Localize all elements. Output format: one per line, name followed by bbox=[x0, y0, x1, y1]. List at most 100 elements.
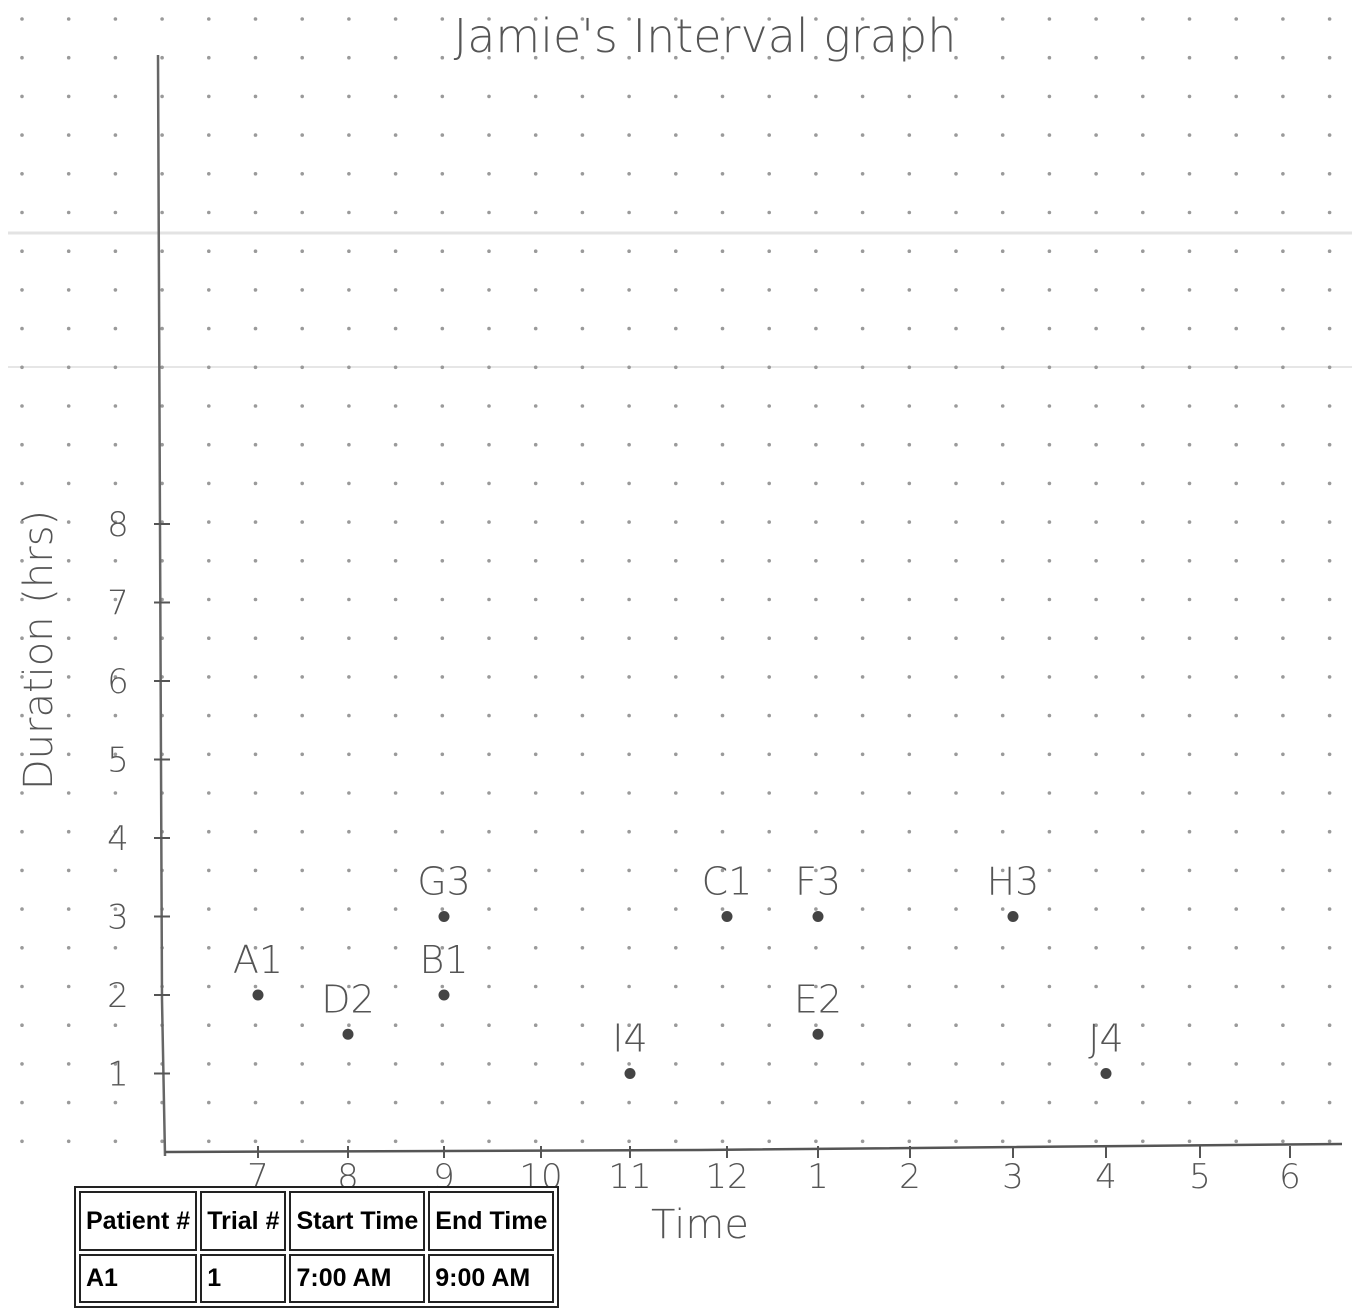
y-tick-label: 3 bbox=[107, 898, 129, 938]
grid-dot bbox=[347, 1139, 351, 1144]
grid-dot bbox=[674, 1139, 678, 1144]
grid-dot bbox=[300, 326, 305, 331]
grid-dot bbox=[253, 55, 258, 60]
grid-dot bbox=[674, 636, 678, 640]
grid-dot bbox=[20, 791, 24, 795]
grid-dot bbox=[533, 946, 538, 950]
grid-dot bbox=[767, 946, 771, 950]
grid-dot bbox=[207, 907, 211, 911]
grid-dot bbox=[20, 597, 24, 602]
grid-dot bbox=[66, 1062, 71, 1066]
grid-dot bbox=[1281, 791, 1285, 795]
grid-dot bbox=[674, 404, 678, 408]
grid-dot bbox=[674, 1100, 678, 1105]
grid-dot bbox=[160, 481, 164, 486]
grid-dot bbox=[1047, 1023, 1052, 1027]
grid-dot bbox=[487, 404, 491, 408]
grid-dot bbox=[674, 946, 678, 950]
grid-dot bbox=[907, 442, 912, 447]
grid-dot bbox=[440, 752, 445, 757]
grid-dot bbox=[160, 249, 164, 253]
grid-dot bbox=[440, 365, 445, 370]
grid-dot bbox=[66, 442, 71, 447]
grid-dot bbox=[300, 249, 305, 253]
grid-dot bbox=[674, 172, 678, 176]
grid-dot bbox=[1094, 17, 1098, 21]
grid-dot bbox=[580, 288, 585, 292]
data-point bbox=[812, 911, 824, 922]
grid-dot bbox=[954, 752, 958, 757]
grid-dot bbox=[1281, 172, 1285, 176]
grid-dot bbox=[1094, 1062, 1098, 1066]
grid-dot bbox=[1234, 249, 1238, 253]
grid-dot bbox=[300, 17, 305, 21]
y-tick-label: 7 bbox=[107, 584, 129, 624]
grid-dot bbox=[1234, 404, 1238, 408]
grid-dot bbox=[907, 365, 912, 370]
grid-dot bbox=[767, 520, 771, 524]
grid-dot bbox=[1047, 404, 1052, 408]
grid-dot bbox=[1281, 675, 1285, 679]
grid-dot bbox=[1327, 17, 1332, 21]
grid-dot bbox=[1281, 752, 1285, 757]
grid-dot bbox=[1141, 442, 1145, 447]
grid-dot bbox=[1047, 829, 1052, 834]
grid-dot bbox=[720, 1062, 725, 1066]
grid-dot bbox=[720, 1100, 725, 1105]
grid-dot bbox=[674, 210, 678, 215]
grid-dot bbox=[627, 829, 631, 834]
grid-dot bbox=[720, 404, 725, 408]
grid-dot bbox=[533, 1139, 538, 1144]
grid-dot bbox=[20, 17, 24, 21]
grid-dot bbox=[1047, 365, 1052, 370]
grid-dot bbox=[1281, 326, 1285, 331]
data-point bbox=[624, 1068, 636, 1079]
grid-dot bbox=[533, 133, 538, 137]
grid-dot bbox=[627, 442, 631, 447]
grid-dot bbox=[1000, 520, 1005, 524]
grid-dot bbox=[253, 210, 258, 215]
grid-dot bbox=[627, 752, 631, 757]
grid-dot bbox=[674, 1023, 678, 1027]
grid-dot bbox=[1000, 752, 1005, 757]
grid-dot bbox=[113, 17, 118, 21]
grid-dot bbox=[487, 1100, 491, 1105]
grid-dot bbox=[814, 1139, 818, 1144]
grid-dot bbox=[627, 1139, 631, 1144]
grid-dot bbox=[113, 907, 118, 911]
grid-dot bbox=[1327, 249, 1332, 253]
grid-dot bbox=[767, 868, 771, 873]
grid-dot bbox=[1047, 1062, 1052, 1066]
grid-dot bbox=[720, 1023, 725, 1027]
grid-dot bbox=[954, 288, 958, 292]
grid-dot bbox=[1234, 1023, 1238, 1027]
data-point bbox=[252, 989, 264, 1001]
grid-dot bbox=[1234, 675, 1238, 679]
grid-dot bbox=[487, 442, 491, 447]
grid-dot bbox=[1281, 559, 1285, 563]
grid-dot bbox=[580, 326, 585, 331]
grid-dot bbox=[1327, 520, 1332, 524]
grid-dot bbox=[393, 829, 398, 834]
grid-dot bbox=[954, 17, 958, 21]
grid-dot bbox=[860, 868, 865, 873]
grid-dot bbox=[393, 752, 398, 757]
grid-dot bbox=[1281, 481, 1285, 486]
table-row: A1 1 7:00 AM 9:00 AM bbox=[79, 1254, 555, 1303]
grid-dot bbox=[66, 829, 71, 834]
grid-dot bbox=[1047, 984, 1052, 989]
grid-dot bbox=[1281, 133, 1285, 137]
grid-dot bbox=[720, 597, 725, 602]
grid-dot bbox=[954, 636, 958, 640]
grid-dot bbox=[393, 1100, 398, 1105]
grid-dot bbox=[300, 713, 305, 718]
grid-dot bbox=[1327, 713, 1332, 718]
grid-dot bbox=[720, 326, 725, 331]
grid-dot bbox=[580, 365, 585, 370]
grid-dot bbox=[393, 636, 398, 640]
grid-dot bbox=[113, 210, 118, 215]
grid-dot bbox=[767, 249, 771, 253]
grid-dot bbox=[533, 326, 538, 331]
grid-dot bbox=[1000, 946, 1005, 950]
grid-dot bbox=[1094, 752, 1098, 757]
